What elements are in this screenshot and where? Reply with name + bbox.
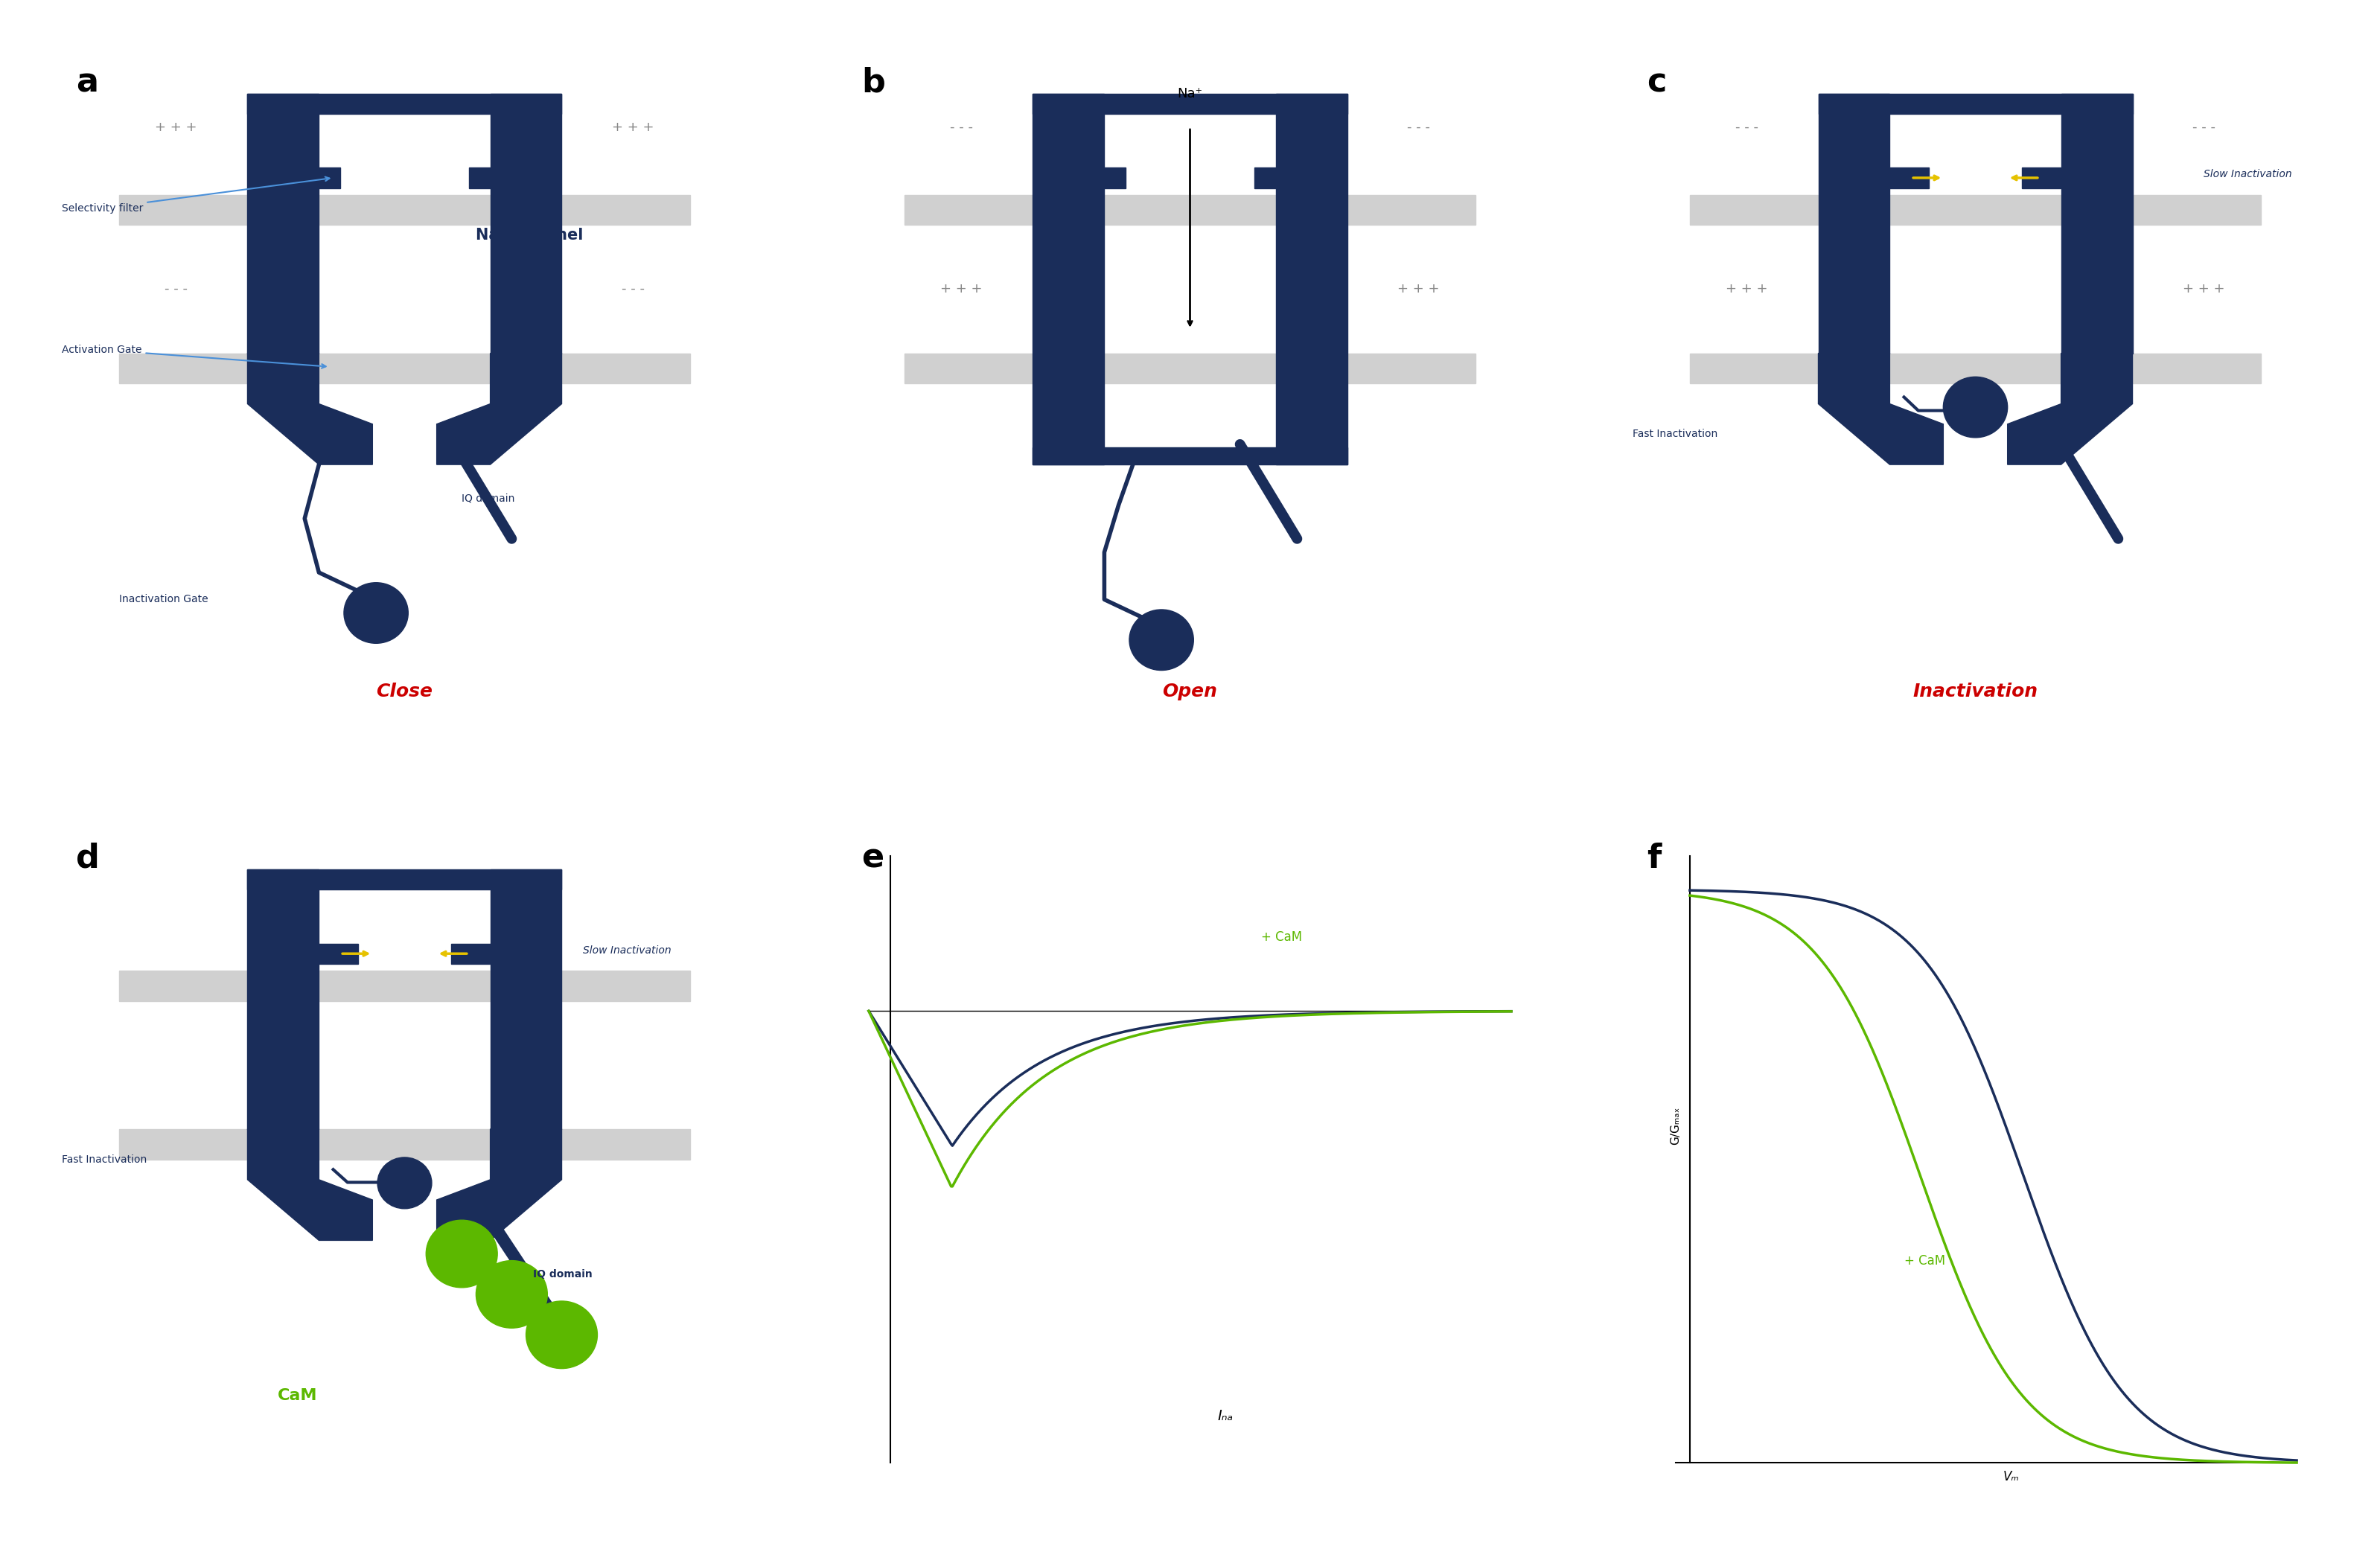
Bar	[119, 1129, 690, 1159]
Text: - - -: - - -	[621, 282, 645, 296]
Text: Activation Gate: Activation Gate	[62, 344, 326, 369]
Bar	[1690, 194, 2261, 225]
Text: a: a	[76, 66, 98, 99]
Text: d: d	[76, 842, 100, 875]
Text: f: f	[1647, 842, 1661, 875]
Text: - - -: - - -	[950, 120, 973, 134]
Circle shape	[1128, 609, 1195, 670]
Bar	[248, 94, 562, 114]
Bar	[119, 353, 690, 384]
Bar	[119, 971, 690, 1001]
Text: Open: Open	[1161, 684, 1219, 701]
Polygon shape	[248, 1129, 374, 1241]
Text: Na⁺: Na⁺	[1178, 86, 1202, 100]
Text: + + +: + + +	[612, 120, 655, 134]
Text: c: c	[1647, 66, 1666, 99]
Text: - - -: - - -	[1407, 120, 1430, 134]
Text: Inactivation Gate: Inactivation Gate	[119, 594, 207, 605]
Polygon shape	[1033, 94, 1126, 464]
Polygon shape	[248, 869, 359, 1129]
Polygon shape	[438, 353, 562, 464]
Text: Naᵥ Channel: Naᵥ Channel	[476, 228, 583, 242]
Text: - - -: - - -	[1735, 120, 1759, 134]
Polygon shape	[452, 869, 562, 1129]
Bar	[904, 194, 1476, 225]
Circle shape	[345, 583, 409, 643]
Text: + + +: + + +	[155, 120, 198, 134]
Text: Vₘ: Vₘ	[2004, 1470, 2018, 1483]
Text: e: e	[862, 842, 883, 875]
Text: CaM: CaM	[278, 1389, 317, 1403]
Text: Close: Close	[376, 684, 433, 701]
Bar	[248, 869, 562, 890]
Circle shape	[1942, 376, 2009, 438]
Bar	[1818, 94, 2132, 114]
Text: Fast Inactivation: Fast Inactivation	[62, 1154, 148, 1165]
Text: + + +: + + +	[1397, 282, 1440, 296]
Text: b: b	[862, 66, 885, 99]
Polygon shape	[248, 353, 374, 464]
Text: + + +: + + +	[2182, 282, 2225, 296]
Polygon shape	[438, 1129, 562, 1241]
Polygon shape	[469, 94, 562, 353]
Text: + + +: + + +	[1726, 282, 1768, 296]
Polygon shape	[1818, 353, 1942, 464]
Polygon shape	[248, 94, 340, 353]
Text: IQ domain: IQ domain	[533, 1268, 593, 1279]
Text: Inactivation: Inactivation	[1914, 684, 2037, 701]
Circle shape	[426, 1221, 497, 1287]
Text: + + +: + + +	[940, 282, 983, 296]
Text: Iₙₐ: Iₙₐ	[1219, 1409, 1233, 1423]
Text: + CaM: + CaM	[1904, 1254, 1944, 1267]
Polygon shape	[1254, 94, 1347, 464]
Text: Slow Inactivation: Slow Inactivation	[2204, 170, 2292, 179]
Text: Slow Inactivation: Slow Inactivation	[583, 944, 671, 955]
Bar	[1033, 447, 1347, 464]
Circle shape	[378, 1157, 431, 1208]
Bar	[1690, 353, 2261, 384]
Text: IQ domain: IQ domain	[462, 494, 514, 503]
Text: Fast Inactivation: Fast Inactivation	[1633, 429, 1718, 440]
Circle shape	[526, 1301, 597, 1369]
Bar	[904, 353, 1476, 384]
Circle shape	[476, 1261, 547, 1329]
Text: - - -: - - -	[164, 282, 188, 296]
Bar	[1033, 94, 1347, 114]
Polygon shape	[1818, 94, 1928, 353]
Bar	[119, 194, 690, 225]
Polygon shape	[2021, 94, 2132, 353]
Text: - - -: - - -	[2192, 120, 2216, 134]
Polygon shape	[2009, 353, 2132, 464]
Text: Selectivity filter: Selectivity filter	[62, 177, 328, 213]
Text: + CaM: + CaM	[1261, 930, 1302, 943]
Text: G/Gₘₐₓ: G/Gₘₐₓ	[1671, 1106, 1680, 1145]
